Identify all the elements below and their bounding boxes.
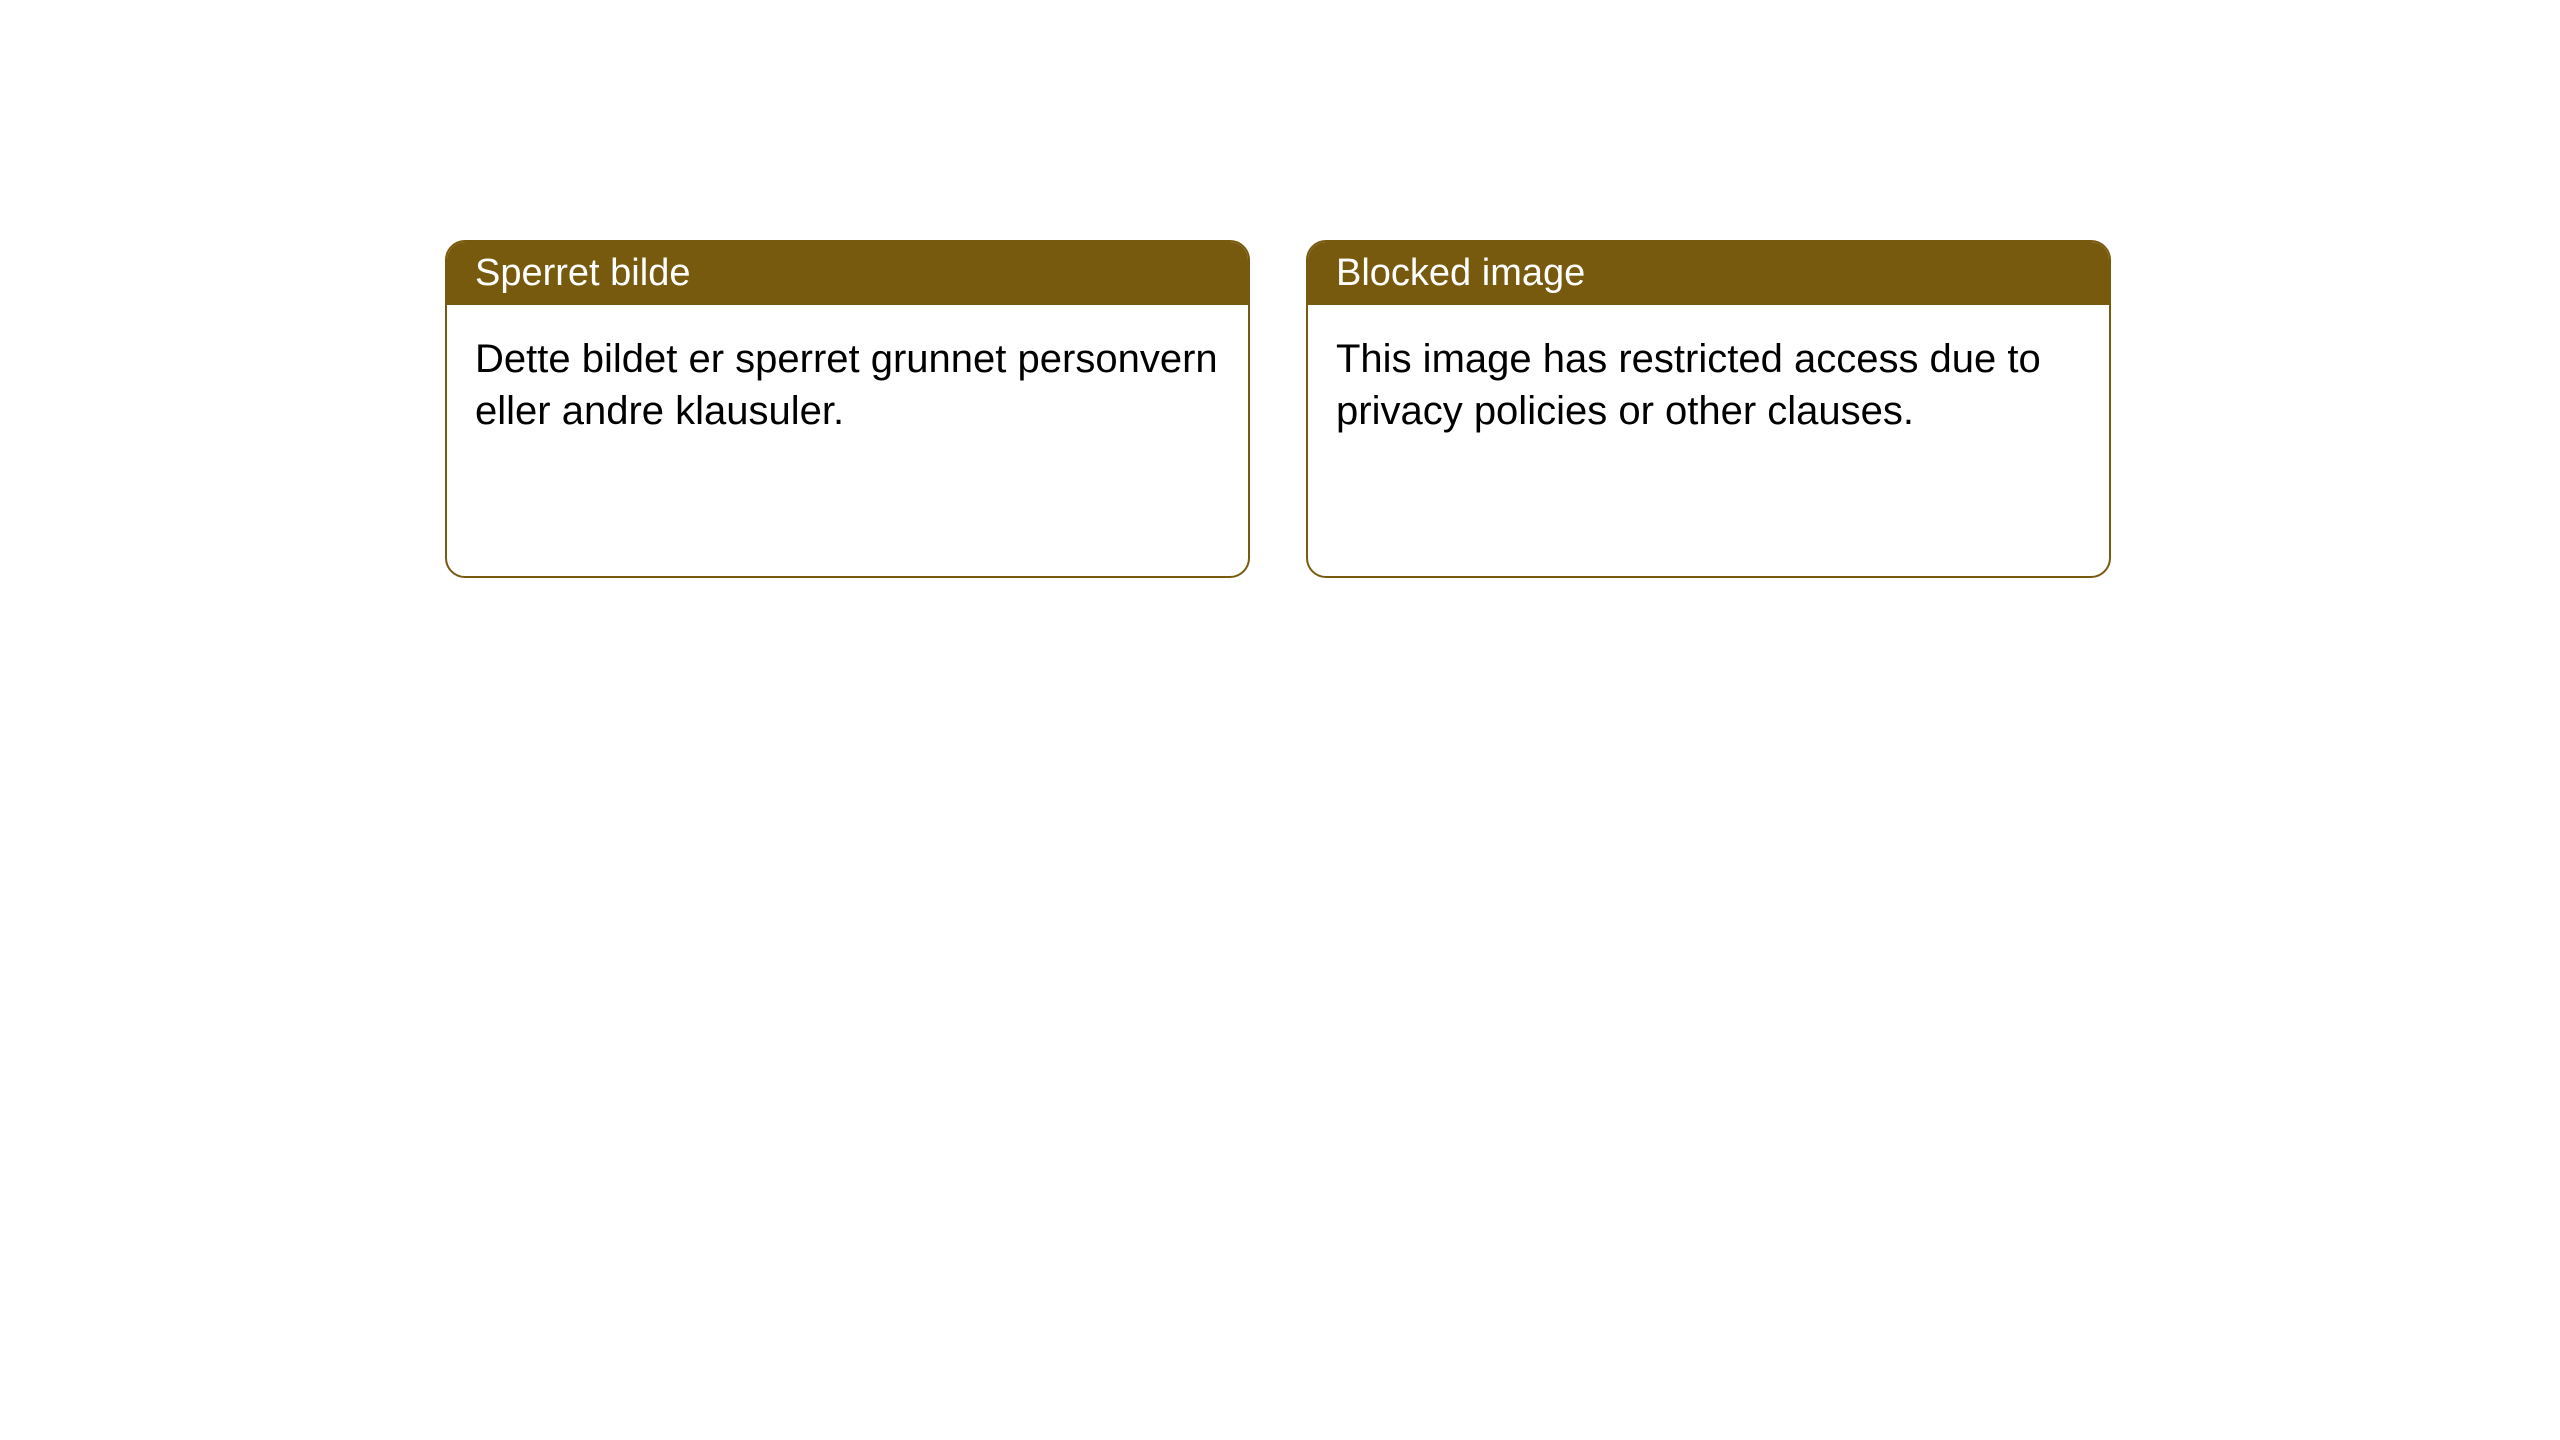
notice-card-norwegian: Sperret bilde Dette bildet er sperret gr… xyxy=(445,240,1250,578)
notice-body: Dette bildet er sperret grunnet personve… xyxy=(447,305,1248,465)
notice-body: This image has restricted access due to … xyxy=(1308,305,2109,465)
notice-title: Blocked image xyxy=(1308,242,2109,305)
notice-container: Sperret bilde Dette bildet er sperret gr… xyxy=(0,0,2560,578)
notice-title: Sperret bilde xyxy=(447,242,1248,305)
notice-card-english: Blocked image This image has restricted … xyxy=(1306,240,2111,578)
